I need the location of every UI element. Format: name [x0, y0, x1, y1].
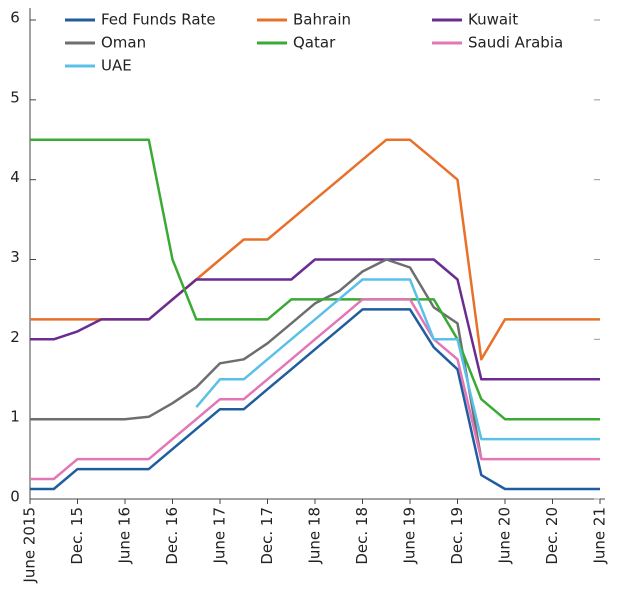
legend-label: UAE [101, 57, 132, 75]
y-tick-label: 3 [10, 248, 20, 266]
legend-label: Kuwait [468, 11, 518, 29]
y-tick-label: 6 [10, 9, 20, 27]
legend-label: Fed Funds Rate [101, 11, 216, 29]
x-tick-label: June 2015 [21, 507, 39, 584]
y-tick-label: 2 [10, 328, 20, 346]
y-tick-label: 1 [10, 408, 20, 426]
x-tick-label: Dec. 18 [353, 507, 371, 565]
x-tick-label: June 19 [401, 507, 419, 565]
x-tick-label: Dec. 15 [68, 507, 86, 565]
series-line [30, 258, 483, 460]
y-tick-label: 0 [10, 488, 20, 506]
x-tick-label: Dec. 20 [543, 507, 561, 565]
series-line [30, 138, 600, 421]
series-line [30, 298, 600, 481]
legend-label: Qatar [293, 34, 336, 52]
series-line [30, 308, 600, 491]
legend-label: Saudi Arabia [468, 34, 563, 52]
x-tick-label: Dec. 16 [163, 507, 181, 565]
series-line [30, 258, 600, 381]
series-line [30, 138, 600, 361]
x-tick-label: June 17 [211, 507, 229, 565]
x-tick-label: Dec. 19 [448, 507, 466, 565]
legend-label: Oman [101, 34, 146, 52]
x-tick-label: Dec. 17 [258, 507, 276, 565]
x-tick-label: June 16 [116, 507, 134, 565]
x-tick-label: June 21 [591, 507, 609, 565]
y-tick-label: 4 [10, 168, 20, 186]
y-tick-label: 5 [10, 88, 20, 106]
legend-label: Bahrain [293, 11, 351, 29]
x-tick-label: June 20 [496, 507, 514, 565]
x-tick-label: June 18 [306, 507, 324, 565]
series-line [195, 278, 600, 441]
